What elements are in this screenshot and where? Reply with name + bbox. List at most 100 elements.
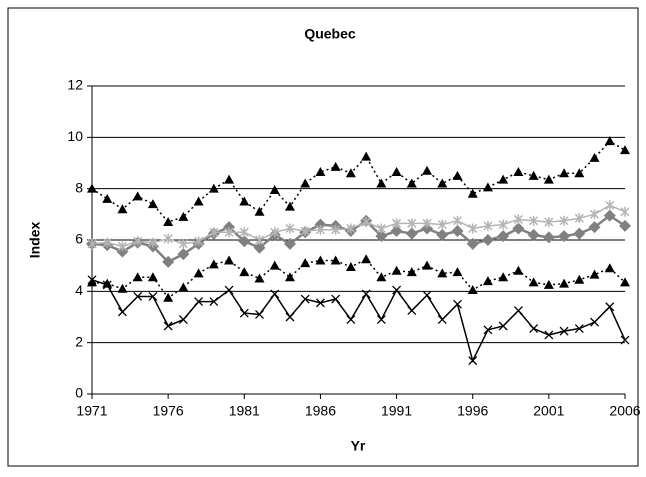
marker-star [315, 224, 325, 235]
marker-star [102, 237, 112, 248]
marker-x [87, 275, 97, 285]
marker-triangle [345, 261, 356, 271]
marker-triangle [87, 277, 97, 287]
marker-triangle [117, 204, 128, 214]
marker-triangle [452, 267, 463, 277]
marker-x [270, 289, 280, 299]
marker-triangle [254, 273, 265, 283]
marker-triangle [239, 196, 250, 206]
marker-triangle [315, 166, 326, 176]
marker-x [300, 294, 310, 304]
marker-star [452, 215, 463, 226]
marker-diamond [283, 237, 296, 250]
marker-triangle [239, 267, 250, 277]
marker-x [117, 307, 127, 317]
marker-star [483, 220, 493, 231]
marker-triangle [543, 279, 554, 289]
marker-triangle [147, 199, 158, 209]
marker-triangle [224, 255, 235, 265]
marker-x [133, 292, 143, 301]
marker-triangle [376, 178, 387, 188]
marker-triangle [300, 258, 311, 268]
marker-triangle [163, 217, 174, 227]
marker-x [498, 321, 508, 331]
marker-triangle [467, 285, 478, 295]
marker-diamond [375, 230, 388, 243]
series-line [91, 204, 626, 248]
marker-triangle [208, 183, 219, 193]
marker-star [224, 227, 234, 238]
marker-diamond [527, 228, 540, 241]
marker-triangle [284, 272, 295, 282]
x-tick-label: 2006 [609, 403, 640, 419]
marker-triangle [315, 255, 326, 265]
marker-triangle [269, 184, 280, 194]
marker-star [498, 219, 508, 230]
marker-x [209, 297, 219, 307]
marker-star [605, 200, 615, 211]
x-tick-label: 1986 [305, 403, 336, 419]
marker-triangle [482, 182, 493, 192]
marker-triangle [193, 268, 204, 278]
marker-star [529, 215, 539, 226]
x-tick-label: 2001 [533, 403, 564, 419]
marker-star [178, 238, 188, 249]
marker-triangle [528, 277, 539, 287]
marker-triangle [330, 161, 341, 171]
marker-triangle [300, 178, 311, 188]
marker-star [376, 223, 386, 234]
marker-x [590, 317, 600, 327]
marker-x [331, 294, 341, 304]
marker-star [87, 238, 97, 249]
y-axis-title: Index [27, 222, 43, 259]
y-tick-label: 10 [67, 128, 83, 144]
marker-star [300, 226, 310, 237]
marker-star [422, 218, 432, 229]
marker-triangle [224, 174, 235, 184]
marker-triangle [498, 272, 509, 282]
marker-x [163, 321, 173, 331]
marker-triangle [620, 277, 630, 287]
marker-triangle [102, 278, 113, 288]
y-tick-label: 6 [75, 231, 83, 247]
x-axis-title: Yr [351, 438, 366, 454]
marker-diamond [573, 227, 586, 240]
marker-triangle [376, 272, 387, 282]
marker-triangle [406, 178, 417, 188]
series-line [91, 279, 626, 363]
marker-x [559, 326, 569, 336]
marker-diamond [512, 222, 525, 235]
marker-star [559, 215, 569, 226]
marker-triangle [87, 183, 97, 193]
marker-triangle [559, 168, 570, 178]
x-tick-label: 1981 [229, 403, 260, 419]
marker-triangle [102, 193, 113, 203]
marker-triangle [330, 255, 341, 265]
marker-star [209, 227, 219, 238]
marker-diamond [451, 225, 464, 238]
marker-star [574, 213, 584, 224]
marker-triangle [620, 145, 630, 155]
marker-triangle [254, 206, 265, 216]
marker-x [620, 335, 630, 345]
marker-star [285, 223, 295, 234]
marker-triangle [589, 269, 600, 279]
marker-triangle [604, 136, 615, 146]
marker-triangle [513, 166, 524, 176]
marker-x [544, 330, 554, 340]
marker-star [133, 236, 143, 247]
marker-x [574, 324, 584, 334]
marker-triangle [178, 282, 189, 292]
marker-triangle [178, 211, 189, 221]
marker-triangle [574, 168, 585, 178]
marker-x [605, 302, 615, 312]
marker-triangle [467, 188, 478, 198]
y-tick-label: 8 [75, 179, 83, 195]
x-tick-label: 1976 [153, 403, 184, 419]
chart-title: Quebec [304, 26, 356, 42]
x-tick-label: 1996 [457, 403, 488, 419]
marker-triangle [422, 165, 433, 175]
marker-star [117, 241, 127, 252]
marker-triangle [284, 201, 295, 211]
